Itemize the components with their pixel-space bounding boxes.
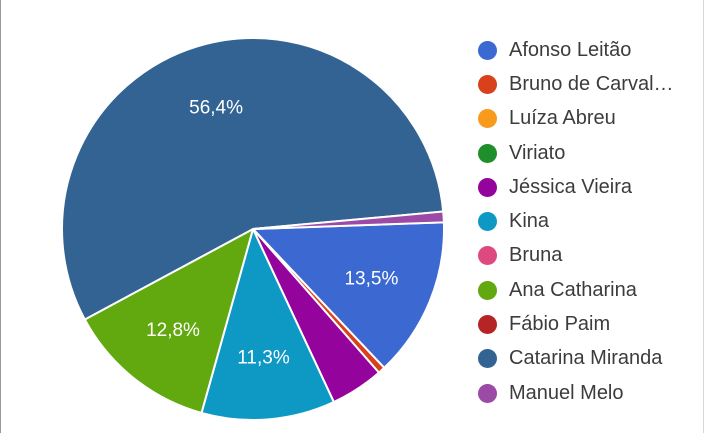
legend-swatch-icon (478, 74, 497, 94)
slice-label-kina: 11,3% (237, 348, 290, 369)
slice-label-catarina-miranda: 56,4% (189, 97, 243, 118)
legend-item-fabio-paim[interactable]: Fábio Paim (478, 307, 700, 341)
legend-swatch-icon (478, 109, 497, 129)
legend-item-viriato[interactable]: Viriato (478, 136, 700, 170)
pie-slice-afonso-leitao[interactable] (250, 221, 445, 370)
legend-item-catarina-miranda[interactable]: Catarina Miranda (478, 342, 700, 376)
legend-label: Jéssica Vieira (509, 175, 633, 198)
pie-slices (61, 37, 445, 421)
legend-swatch-icon (478, 280, 497, 300)
legend-swatch-icon (478, 246, 497, 266)
legend-swatch-icon (478, 40, 497, 60)
legend-item-kina[interactable]: Kina (478, 204, 700, 238)
legend-label: Bruna (509, 244, 563, 267)
window-right-edge (703, 0, 719, 433)
legend-label: Catarina Miranda (509, 347, 663, 370)
legend-label: Kina (509, 210, 550, 233)
pie-slice-kina[interactable] (200, 226, 336, 421)
legend-swatch-icon (478, 143, 497, 163)
legend-item-bruno-de-carval[interactable]: Bruno de Carval… (478, 67, 700, 101)
legend-label: Fábio Paim (509, 313, 611, 336)
pie-slice-labels: 13,5% 11,3% 12,8% 56,4% (146, 97, 398, 368)
legend-swatch-icon (478, 315, 497, 335)
legend-item-luiza-abreu[interactable]: Luíza Abreu (478, 102, 700, 136)
legend-label: Manuel Melo (509, 381, 624, 404)
legend-item-ana-catharina[interactable]: Ana Catharina (478, 273, 700, 307)
slice-label-ana-catharina: 12,8% (146, 320, 200, 341)
legend-item-bruna[interactable]: Bruna (478, 239, 700, 273)
legend-label: Bruno de Carval… (509, 72, 674, 95)
legend-swatch-icon (478, 383, 497, 403)
legend-label: Afonso Leitão (509, 38, 632, 61)
legend-label: Viriato (509, 141, 566, 164)
pie-slice-catarina-miranda[interactable] (61, 37, 445, 321)
legend-swatch-icon (478, 177, 497, 197)
legend-swatch-icon (478, 212, 497, 232)
legend-item-jessica-vieira[interactable]: Jéssica Vieira (478, 170, 700, 204)
pie-slice-ana-catharina[interactable] (83, 227, 255, 415)
window-left-edge (0, 0, 1, 433)
legend-label: Ana Catharina (509, 278, 637, 301)
legend-label: Luíza Abreu (509, 107, 616, 130)
slice-label-afonso-leitao: 13,5% (344, 269, 398, 290)
chart-legend: Afonso Leitão Bruno de Carval… Luíza Abreu… (478, 33, 700, 410)
legend-item-manuel-melo[interactable]: Manuel Melo (478, 376, 700, 410)
legend-item-afonso-leitao[interactable]: Afonso Leitão (478, 33, 700, 67)
pie-slice-manuel-melo[interactable] (252, 210, 445, 230)
legend-swatch-icon (478, 349, 497, 369)
